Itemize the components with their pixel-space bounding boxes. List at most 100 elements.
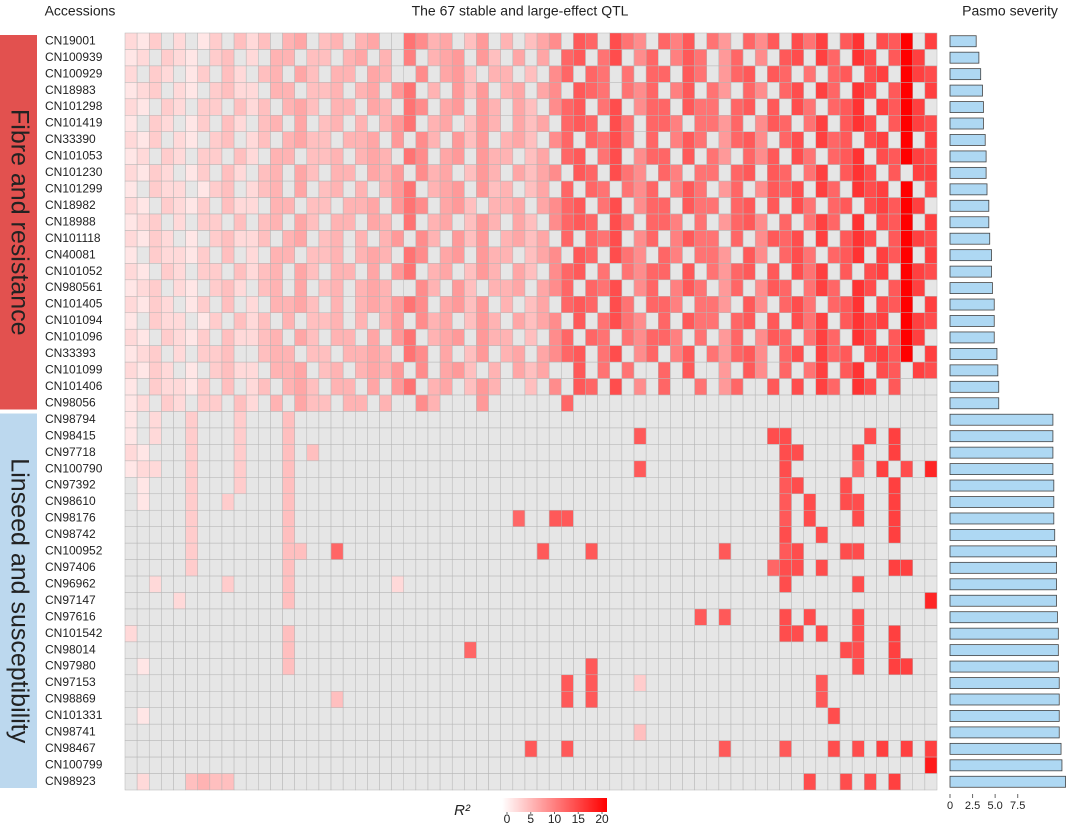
heatmap-cell	[573, 691, 586, 708]
heatmap-cell	[827, 345, 841, 363]
bar	[949, 578, 1057, 591]
heatmap-cell	[185, 164, 198, 182]
heatmap-cell	[161, 131, 174, 149]
heatmap-cell	[185, 723, 198, 741]
heatmap-cell	[209, 625, 223, 643]
heatmap-cell	[173, 82, 186, 100]
heatmap-cell	[548, 542, 562, 560]
heatmap-cell	[754, 608, 768, 626]
heatmap-cell	[694, 32, 707, 50]
heatmap-cell	[597, 674, 611, 692]
heatmap-cell	[270, 411, 283, 429]
heatmap-cell	[306, 115, 320, 132]
heatmap-cell	[864, 82, 877, 100]
heatmap-cell	[645, 180, 659, 198]
heatmap-cell	[912, 115, 926, 132]
heatmap-cell	[779, 378, 792, 396]
heatmap-cell	[694, 312, 707, 330]
heatmap-cell	[476, 131, 489, 149]
heatmap-cell	[245, 542, 259, 560]
heatmap-cell	[597, 197, 611, 215]
heatmap-cell	[561, 740, 574, 758]
heatmap-cell	[488, 115, 501, 132]
bar	[949, 611, 1058, 624]
heatmap-cell	[609, 312, 623, 330]
heatmap-cell	[427, 477, 441, 495]
heatmap-cell	[645, 493, 659, 511]
heatmap-cell	[233, 49, 247, 67]
heatmap-cell	[864, 493, 877, 511]
heatmap-cell	[136, 740, 150, 758]
heatmap-cell	[245, 641, 259, 659]
heatmap-cell	[270, 131, 283, 149]
heatmap-cell	[827, 756, 841, 774]
heatmap-cell	[282, 361, 295, 379]
heatmap-cell	[294, 164, 308, 182]
heatmap-cell	[524, 131, 538, 149]
heatmap-cell	[900, 65, 914, 83]
heatmap-cell	[427, 592, 441, 610]
heatmap-cell	[888, 49, 901, 67]
heatmap-cell	[742, 263, 756, 281]
heatmap-cell	[270, 296, 283, 314]
heatmap-cell	[742, 427, 756, 445]
heatmap-cell	[767, 312, 780, 330]
heatmap-cell	[742, 625, 756, 643]
heatmap-cell	[876, 328, 889, 346]
heatmap-cell	[791, 542, 804, 560]
heatmap-cell	[791, 575, 804, 593]
heatmap-cell	[670, 164, 683, 182]
heatmap-cell	[318, 82, 332, 100]
heatmap-cell	[561, 378, 574, 396]
heatmap-cell	[912, 608, 926, 626]
heatmap-cell	[645, 460, 659, 478]
heatmap-cell	[876, 394, 889, 412]
heatmap-cell	[658, 312, 671, 330]
heatmap-cell	[342, 674, 356, 692]
heatmap-cell	[306, 674, 320, 692]
heatmap-cell	[742, 723, 756, 741]
heatmap-cell	[415, 164, 429, 182]
heatmap-cell	[585, 526, 598, 544]
heatmap-cell	[270, 345, 283, 363]
heatmap-cell	[282, 32, 295, 50]
heatmap-cell	[379, 674, 392, 692]
heatmap-cell	[258, 691, 271, 708]
heatmap-cell	[912, 180, 926, 198]
heatmap-cell	[633, 279, 647, 297]
heatmap-cell	[851, 296, 865, 314]
heatmap-cell	[209, 427, 223, 445]
heatmap-cell	[827, 98, 841, 116]
heatmap-cell	[270, 279, 283, 297]
heatmap-cell	[427, 147, 441, 165]
accession-label: CN101405	[45, 297, 103, 311]
heatmap-cell	[197, 345, 211, 363]
heatmap-cell	[754, 115, 768, 132]
heatmap-cell	[524, 82, 538, 100]
heatmap-cell	[682, 164, 695, 182]
bar	[949, 677, 1060, 689]
heatmap-cell	[924, 674, 938, 692]
heatmap-cell	[379, 756, 392, 774]
heatmap-cell	[645, 641, 659, 659]
heatmap-cell	[415, 575, 429, 593]
accession-label: CN97980	[45, 659, 96, 673]
heatmap-cell	[658, 723, 671, 741]
heatmap-cell	[245, 32, 259, 50]
heatmap-cell	[851, 756, 865, 774]
heatmap-cell	[342, 345, 356, 363]
heatmap-cell	[839, 49, 853, 67]
heatmap-cell	[294, 608, 308, 626]
heatmap-cell	[379, 691, 392, 708]
heatmap-cell	[718, 180, 732, 198]
heatmap-cell	[851, 147, 865, 165]
heatmap-cell	[185, 197, 198, 215]
heatmap-cell	[621, 345, 635, 363]
heatmap-cell	[706, 394, 720, 412]
heatmap-cell	[694, 147, 707, 165]
heatmap-cell	[536, 559, 550, 577]
heatmap-cell	[633, 197, 647, 215]
heatmap-cell	[621, 131, 635, 149]
heatmap-cell	[355, 180, 368, 198]
heatmap-cell	[233, 328, 247, 346]
